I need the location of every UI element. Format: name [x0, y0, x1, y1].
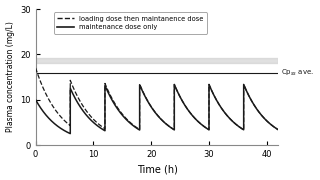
- Text: Cp$_{ss}$ ave.: Cp$_{ss}$ ave.: [281, 67, 314, 78]
- X-axis label: Time (h): Time (h): [137, 165, 177, 174]
- Legend: loading dose then maintanence dose, maintenance dose only: loading dose then maintanence dose, main…: [54, 12, 207, 34]
- Y-axis label: Plasma concentration (mg/L): Plasma concentration (mg/L): [5, 22, 14, 132]
- Bar: [36, 58, 278, 63]
